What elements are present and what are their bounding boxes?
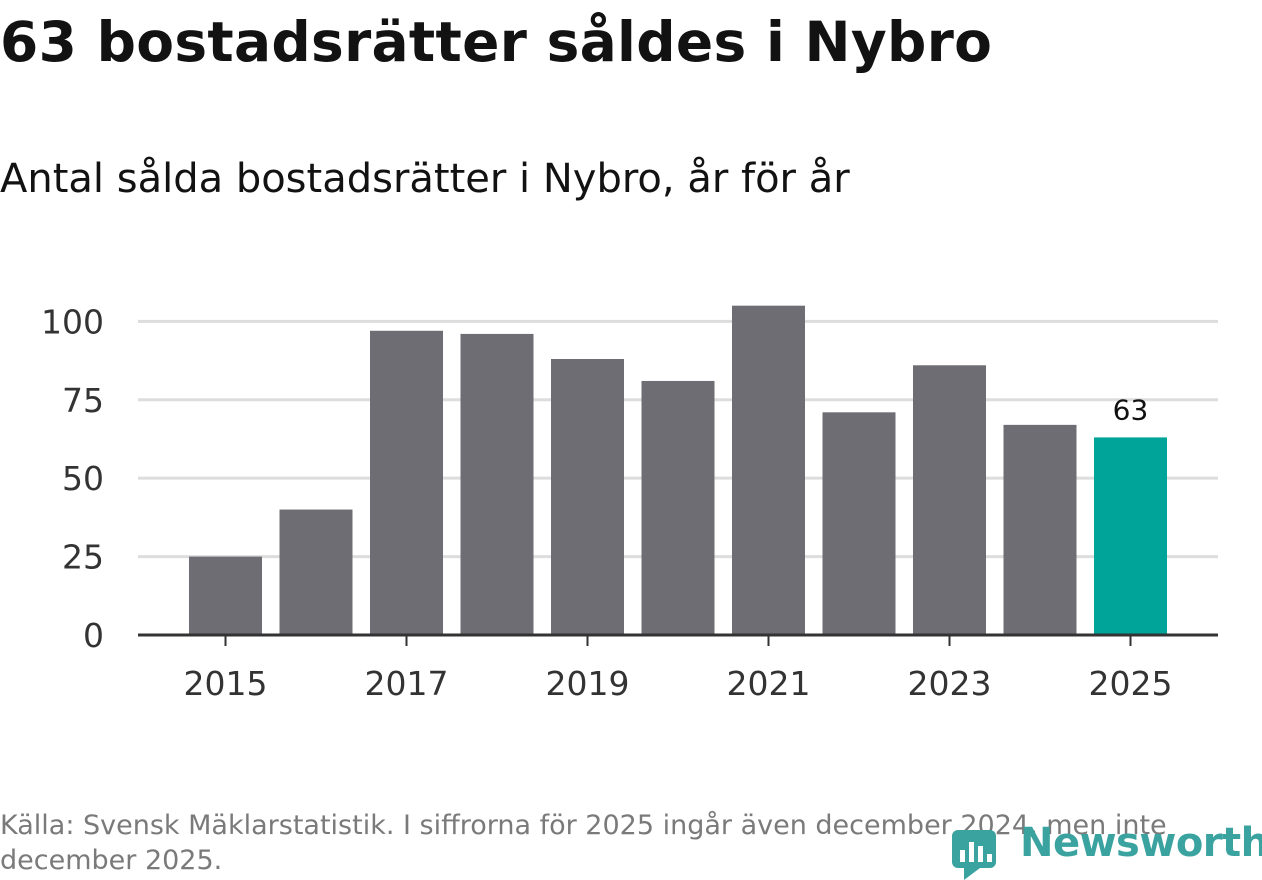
y-tick-label: 100 xyxy=(41,302,104,341)
bar xyxy=(279,509,353,635)
bars xyxy=(189,305,1167,635)
bar-chart: 0 25 50 75 100 2015 2017 2019 2021 2023 2025 63 xyxy=(41,302,1218,703)
labels: 0 25 50 75 100 2015 2017 2019 2021 2023 2025 63 xyxy=(41,302,1172,703)
chart-subtitle: Antal sålda bostadsrätter i Nybro, år fö… xyxy=(0,156,850,202)
bar xyxy=(370,330,443,635)
bar xyxy=(822,412,896,635)
newsworthy-logo-icon xyxy=(952,830,996,880)
bar xyxy=(1094,437,1167,635)
data-label: 63 xyxy=(1113,393,1149,426)
axes xyxy=(138,633,1218,646)
y-tick-label: 50 xyxy=(62,459,104,498)
bar xyxy=(732,305,805,635)
x-tick-label: 2025 xyxy=(1089,664,1173,703)
bar xyxy=(641,380,715,635)
x-tick-label: 2023 xyxy=(908,664,992,703)
bar xyxy=(1003,424,1077,635)
x-tick-label: 2017 xyxy=(365,664,449,703)
source-note: Källa: Svensk Mäklarstatistik. I siffror… xyxy=(0,810,1167,876)
newsworthy-logo: Newsworthy xyxy=(950,820,1262,880)
bar xyxy=(460,333,534,635)
x-tick-label: 2019 xyxy=(546,664,630,703)
x-tick-label: 2021 xyxy=(727,664,811,703)
bar xyxy=(551,359,624,635)
y-tick-label: 0 xyxy=(83,616,104,655)
brand-name: Newsworthy xyxy=(1020,820,1262,866)
y-tick-label: 75 xyxy=(62,381,104,420)
bar xyxy=(189,556,262,635)
y-tick-label: 25 xyxy=(62,538,104,577)
chart-title: 63 bostadsrätter såldes i Nybro xyxy=(0,10,993,74)
bar xyxy=(913,365,986,635)
x-tick-label: 2015 xyxy=(184,664,268,703)
